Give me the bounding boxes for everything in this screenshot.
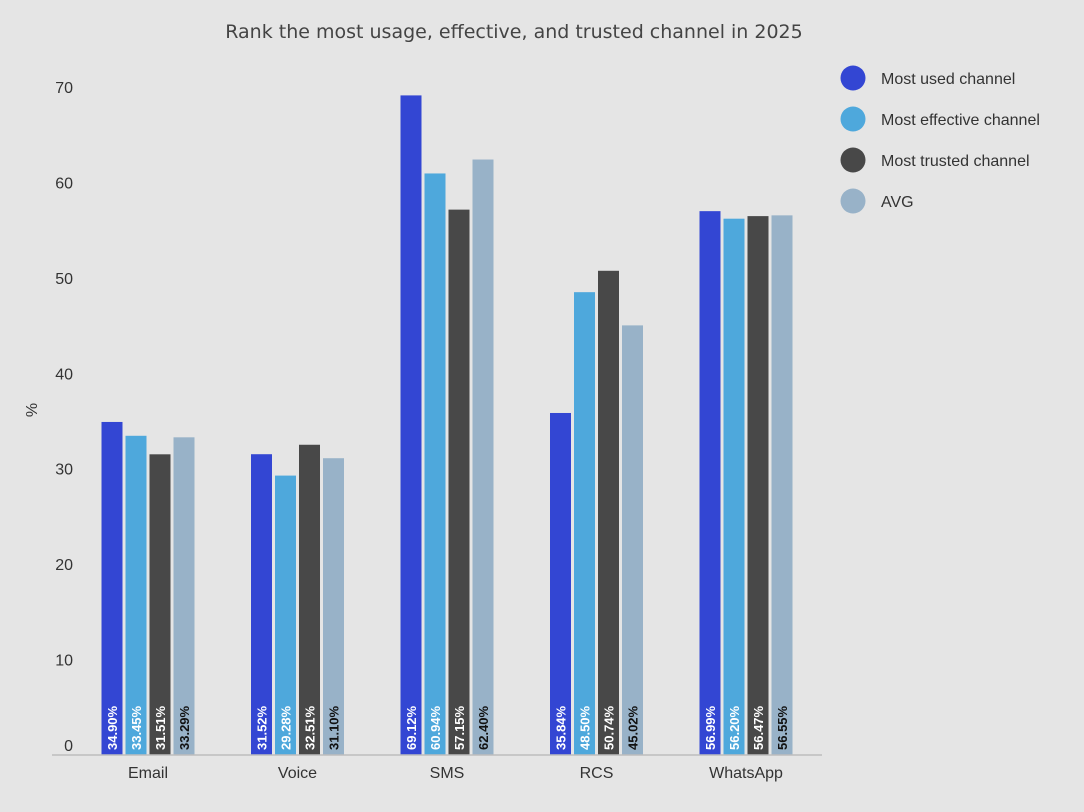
bar-value-label: 50.74% bbox=[602, 705, 617, 750]
bar bbox=[173, 437, 195, 755]
y-tick-label: 10 bbox=[55, 653, 73, 670]
x-tick-label: RCS bbox=[580, 765, 614, 782]
y-axis: 0 10 20 30 40 50 60 70 bbox=[55, 80, 73, 755]
legend-label: Most used channel bbox=[881, 71, 1015, 88]
y-tick-label: 70 bbox=[55, 80, 73, 97]
bar-value-label: 35.84% bbox=[554, 705, 569, 750]
bar bbox=[424, 173, 446, 756]
bar bbox=[101, 421, 123, 755]
bar-value-label: 32.51% bbox=[303, 705, 318, 750]
bar-value-label: 31.51% bbox=[153, 705, 168, 750]
x-tick-label: Voice bbox=[278, 765, 317, 782]
y-axis-label: % bbox=[24, 403, 41, 417]
bar-value-label: 45.02% bbox=[626, 705, 641, 750]
bar-value-label: 69.12% bbox=[404, 705, 419, 750]
bar bbox=[275, 475, 296, 755]
y-tick-label: 30 bbox=[55, 462, 73, 479]
bar bbox=[149, 454, 171, 755]
bar-value-label: 56.47% bbox=[751, 705, 766, 750]
bar-value-label: 60.94% bbox=[428, 705, 443, 750]
bar bbox=[622, 325, 643, 755]
plot-area: 34.90% 33.45% 31.51% 33.29% 31.52% 29.28% 32.5… bbox=[101, 95, 793, 756]
legend-swatch bbox=[840, 188, 866, 214]
legend-swatch bbox=[840, 106, 866, 132]
bar bbox=[251, 454, 272, 755]
bar-value-label: 56.20% bbox=[727, 705, 742, 750]
bar bbox=[550, 412, 571, 755]
bar bbox=[323, 458, 344, 755]
bar bbox=[699, 211, 721, 755]
bar-value-label: 33.45% bbox=[129, 705, 144, 750]
bar bbox=[125, 435, 147, 755]
bar-value-label: 31.10% bbox=[327, 705, 342, 750]
bar bbox=[771, 215, 793, 755]
y-tick-label: 20 bbox=[55, 557, 73, 574]
bar bbox=[400, 95, 422, 756]
bar bbox=[472, 159, 494, 756]
legend-swatch bbox=[840, 147, 866, 173]
bar-value-label: 31.52% bbox=[255, 705, 270, 750]
legend-label: AVG bbox=[881, 194, 914, 211]
chart-title: Rank the most usage, effective, and trus… bbox=[225, 21, 803, 43]
x-tick-label: Email bbox=[128, 765, 168, 782]
legend: Most used channel Most effective channel M… bbox=[840, 65, 1040, 214]
y-tick-label: 40 bbox=[55, 366, 73, 383]
x-tick-label: SMS bbox=[430, 765, 465, 782]
bar bbox=[448, 209, 470, 755]
y-tick-label: 60 bbox=[55, 175, 73, 192]
legend-label: Most trusted channel bbox=[881, 153, 1030, 170]
legend-label: Most effective channel bbox=[881, 112, 1040, 129]
x-axis: Email Voice SMS RCS WhatsApp bbox=[128, 765, 783, 782]
bar bbox=[574, 292, 595, 755]
bar-value-label: 29.28% bbox=[279, 705, 294, 750]
legend-swatch bbox=[840, 65, 866, 91]
x-tick-label: WhatsApp bbox=[709, 765, 783, 782]
bar bbox=[299, 444, 320, 755]
bar-value-label: 56.99% bbox=[703, 705, 718, 750]
bar bbox=[598, 270, 619, 755]
y-tick-label: 50 bbox=[55, 271, 73, 288]
bar-value-label: 33.29% bbox=[177, 705, 192, 750]
bar bbox=[747, 216, 769, 755]
y-tick-label: 0 bbox=[64, 738, 73, 755]
bar-value-label: 62.40% bbox=[476, 705, 491, 750]
bar-value-label: 48.50% bbox=[578, 705, 593, 750]
bar-value-label: 56.55% bbox=[775, 705, 790, 750]
bar-value-label: 57.15% bbox=[452, 705, 467, 750]
bar bbox=[723, 218, 745, 756]
bar-value-label: 34.90% bbox=[105, 705, 120, 750]
